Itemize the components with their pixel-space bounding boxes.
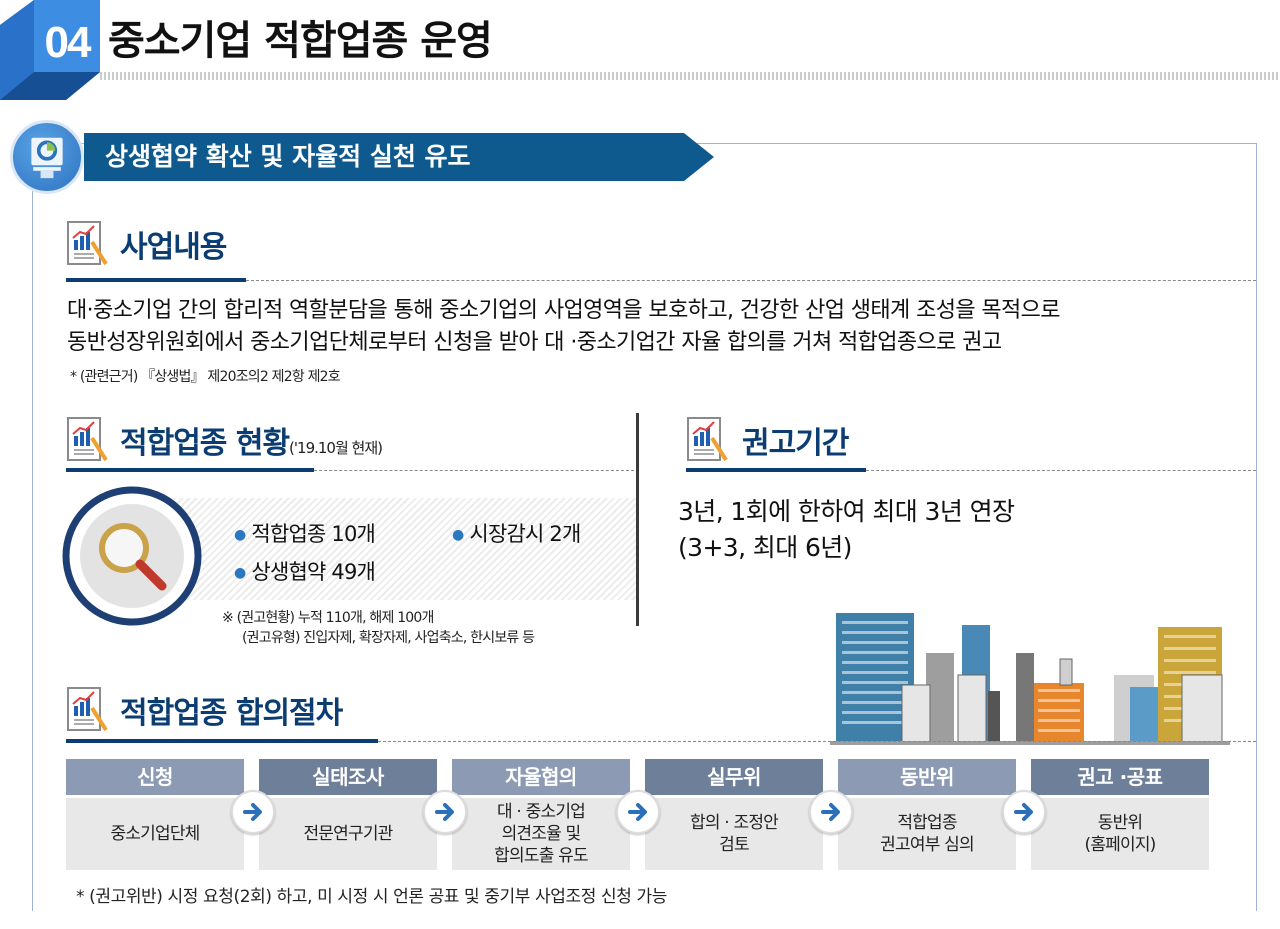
arrow-right-icon [616, 790, 660, 834]
business-legal-note: * (관련근거) 『상생법』 제20조의2 제2항 제2호 [70, 369, 341, 385]
report-chart-icon [67, 687, 108, 732]
section-banner [84, 133, 714, 181]
banner-title: 상생협약 확산 및 자율적 실천 유도 [105, 142, 471, 171]
procedure-step-consult: 자율협의 대 · 중소기업 의견조율 및 합의도출 유도 [452, 759, 630, 870]
status-note-line-2: (권고유형) 진입자제, 확장자제, 사업축소, 한시보류 등 [242, 630, 535, 646]
procedure-step-title: 실태조사 [259, 759, 437, 795]
city-buildings-illustration [830, 613, 1230, 745]
page-title: 중소기업 적합업종 운영 [108, 18, 493, 64]
status-item-agreement: ● 상생협약 49개 [234, 556, 376, 586]
procedure-dashed-rule [378, 741, 1256, 742]
procedure-step-survey: 실태조사 전문연구기관 [259, 759, 437, 870]
business-heading: 사업내용 [120, 230, 227, 265]
status-item-agreement-text: 상생협약 49개 [251, 560, 376, 584]
column-divider [636, 413, 639, 626]
procedure-step-detail: 전문연구기관 [259, 798, 437, 870]
footnote: * (권고위반) 시정 요청(2회) 하고, 미 시정 시 언론 공표 및 중기… [76, 887, 667, 907]
procedure-step-announce: 권고 ·공표 동반위 (홈페이지) [1031, 759, 1209, 870]
procedure-step-apply: 신청 중소기업단체 [66, 759, 244, 870]
status-heading-text: 적합업종 현황 [120, 426, 290, 461]
status-item-market-watch: ● 시장감시 2개 [452, 518, 581, 548]
bullet-icon: ● [234, 527, 246, 543]
arrow-right-icon [423, 790, 467, 834]
procedure-step-title: 자율협의 [452, 759, 630, 795]
chart-board-icon [10, 120, 84, 194]
procedure-step-detail: 중소기업단체 [66, 798, 244, 870]
period-text-line-1: 3년, 1회에 한하여 최대 3년 연장 [678, 497, 1015, 526]
arrow-right-icon [1002, 790, 1046, 834]
status-item-market-watch-text: 시장감시 2개 [469, 522, 581, 546]
business-heading-underline [66, 278, 246, 282]
chapter-number: 04 [44, 18, 92, 67]
magnifier-icon [62, 486, 202, 626]
business-text-line-2: 동반성장위원회에서 중소기업단체로부터 신청을 받아 대 ·중소기업간 자율 합… [67, 330, 1002, 355]
procedure-step-title: 실무위 [645, 759, 823, 795]
period-heading: 권고기간 [742, 426, 849, 461]
procedure-step-detail: 대 · 중소기업 의견조율 및 합의도출 유도 [452, 798, 630, 870]
bullet-icon: ● [452, 527, 464, 543]
period-dashed-rule [866, 470, 1256, 471]
procedure-step-title: 권고 ·공표 [1031, 759, 1209, 795]
period-text-line-2: (3+3, 최대 6년) [678, 533, 852, 562]
status-item-fit-industry: ● 적합업종 10개 [234, 518, 376, 548]
report-chart-icon [687, 417, 728, 462]
procedure-heading-underline [66, 739, 378, 743]
procedure-step-commission: 동반위 적합업종 권고여부 심의 [838, 759, 1016, 870]
procedure-step-detail: 동반위 (홈페이지) [1031, 798, 1209, 870]
status-item-fit-industry-text: 적합업종 10개 [251, 522, 376, 546]
period-heading-underline [686, 468, 866, 472]
status-note-line-1: ※ (권고현황) 누적 110개, 해제 100개 [222, 610, 434, 626]
status-heading-underline [66, 468, 314, 472]
procedure-step-title: 동반위 [838, 759, 1016, 795]
business-text-line-1: 대·중소기업 간의 합리적 역할분담을 통해 중소기업의 사업영역을 보호하고,… [67, 298, 1061, 323]
status-band [160, 498, 636, 600]
title-rule [100, 72, 1280, 80]
report-chart-icon [67, 221, 108, 266]
status-heading-date: ('19.10월 현재) [289, 439, 383, 457]
procedure-step-working-committee: 실무위 합의 · 조정안 검토 [645, 759, 823, 870]
bullet-icon: ● [234, 565, 246, 581]
arrow-right-icon [231, 790, 275, 834]
procedure-step-detail: 적합업종 권고여부 심의 [838, 798, 1016, 870]
status-dashed-rule [314, 470, 634, 471]
procedure-step-detail: 합의 · 조정안 검토 [645, 798, 823, 870]
chapter-cube-icon [0, 0, 100, 100]
status-heading: 적합업종 현황('19.10월 현재) [120, 418, 383, 462]
procedure-heading: 적합업종 합의절차 [120, 696, 343, 731]
business-dashed-rule [246, 280, 1256, 281]
report-chart-icon [67, 417, 108, 462]
arrow-right-icon [809, 790, 853, 834]
procedure-step-title: 신청 [66, 759, 244, 795]
